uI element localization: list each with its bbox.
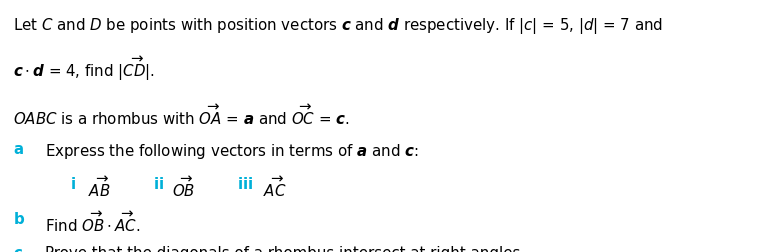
Text: $\mathbf{i}$: $\mathbf{i}$ (70, 176, 77, 192)
Text: $\overrightarrow{OB}$: $\overrightarrow{OB}$ (172, 176, 196, 200)
Text: $\mathbf{c}$: $\mathbf{c}$ (13, 246, 23, 252)
Text: Let $\mathit{C}$ and $\mathit{D}$ be points with position vectors $\boldsymbol{c: Let $\mathit{C}$ and $\mathit{D}$ be poi… (13, 16, 662, 36)
Text: $\overrightarrow{AB}$: $\overrightarrow{AB}$ (88, 176, 110, 200)
Text: Prove that the diagonals of a rhombus intersect at right angles.: Prove that the diagonals of a rhombus in… (45, 246, 525, 252)
Text: Express the following vectors in terms of $\boldsymbol{a}$ and $\boldsymbol{c}$:: Express the following vectors in terms o… (45, 142, 419, 161)
Text: $\mathit{OABC}$ is a rhombus with $\overrightarrow{OA}$ = $\boldsymbol{a}$ and $: $\mathit{OABC}$ is a rhombus with $\over… (13, 104, 349, 128)
Text: $\boldsymbol{c} \cdot \boldsymbol{d}$ = 4, find $|\overrightarrow{CD}|$.: $\boldsymbol{c} \cdot \boldsymbol{d}$ = … (13, 55, 154, 83)
Text: $\mathbf{ii}$: $\mathbf{ii}$ (153, 176, 164, 192)
Text: $\overrightarrow{AC}$: $\overrightarrow{AC}$ (263, 176, 287, 200)
Text: $\mathbf{iii}$: $\mathbf{iii}$ (237, 176, 254, 192)
Text: $\mathbf{a}$: $\mathbf{a}$ (13, 142, 23, 158)
Text: Find $\overrightarrow{OB} \cdot \overrightarrow{AC}$.: Find $\overrightarrow{OB} \cdot \overrig… (45, 211, 141, 235)
Text: $\mathbf{b}$: $\mathbf{b}$ (13, 211, 24, 227)
